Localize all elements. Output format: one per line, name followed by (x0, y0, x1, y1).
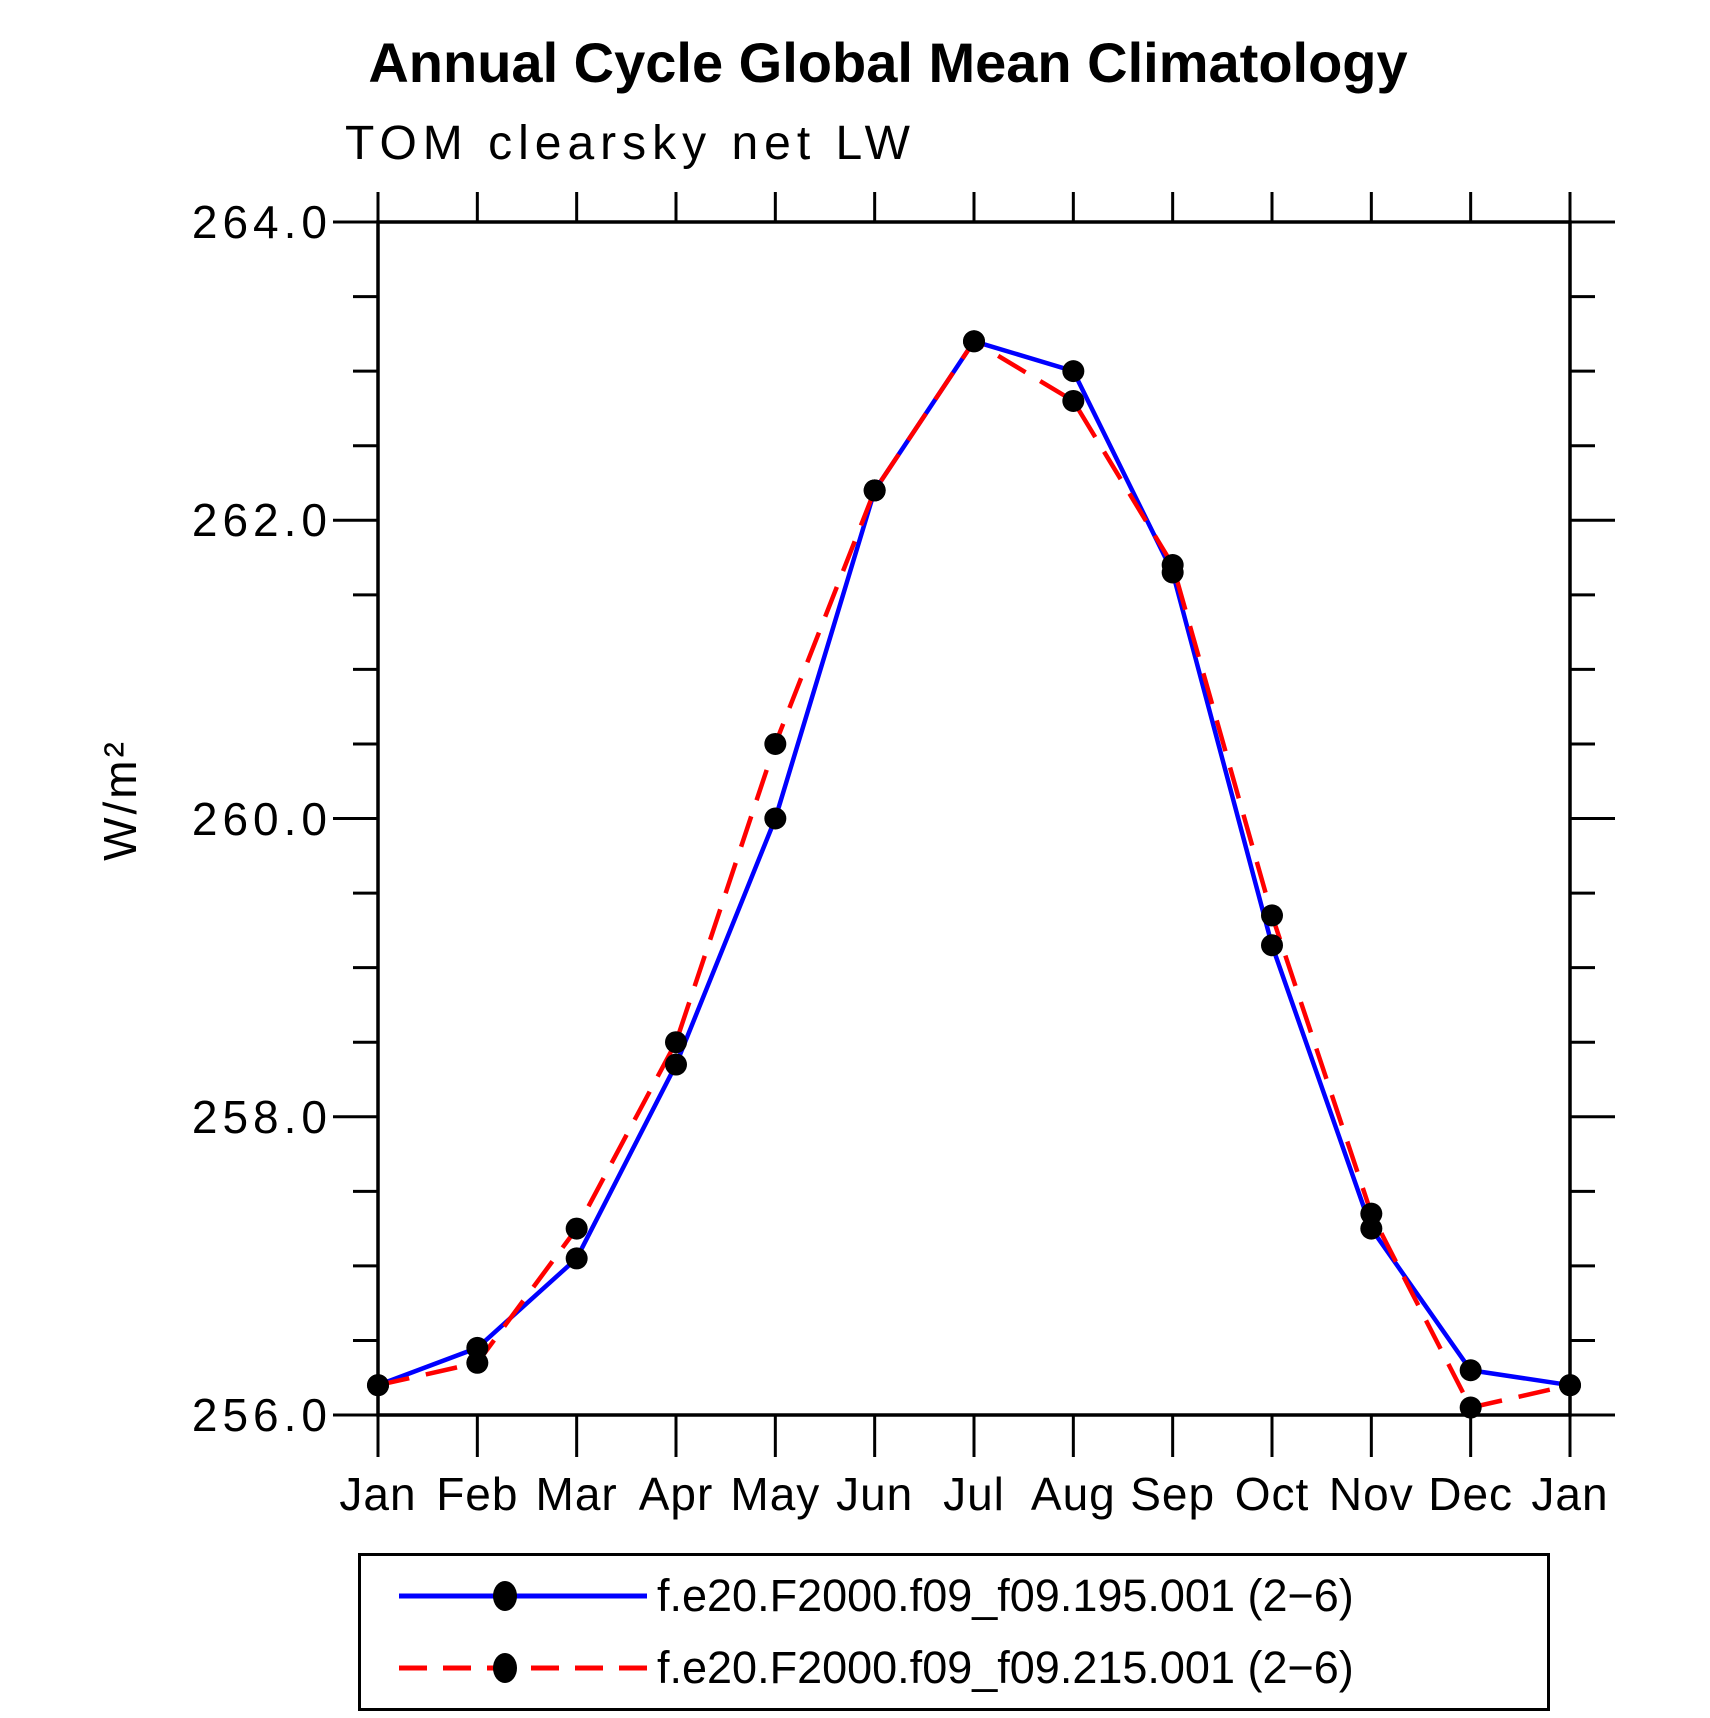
data-point-marker (1559, 1374, 1581, 1397)
y-tick-label: 256.0 (191, 1389, 332, 1441)
data-point-marker (565, 1247, 588, 1270)
data-point-marker (665, 1053, 687, 1076)
data-point-marker (1459, 1396, 1482, 1419)
legend-key-solid-blue-line-with-marker (399, 1581, 647, 1611)
legend-key-dashed-red-line-with-marker (399, 1653, 647, 1683)
legend-marker-dot (493, 1581, 517, 1611)
plot-frame (376, 220, 1572, 1417)
data-point-marker (1261, 904, 1283, 927)
y-tick-label: 262.0 (191, 494, 332, 547)
x-tick-label: Feb (436, 1468, 519, 1520)
legend-label-series-195: f.e20.F2000.f09_f09.195.001 (2−6) (657, 1570, 1354, 1621)
data-point-marker (367, 1374, 389, 1397)
y-tick-label: 264.0 (191, 196, 332, 248)
x-tick-label: Jun (836, 1468, 914, 1520)
data-point-marker (1360, 1202, 1383, 1225)
data-point-marker (466, 1351, 489, 1374)
data-point-marker (1062, 389, 1085, 412)
data-point-marker (665, 1031, 687, 1054)
data-point-marker (1161, 553, 1184, 576)
data-point-marker (764, 732, 787, 755)
legend-row-series-215: f.e20.F2000.f09_f09.215.001 (2−6) (361, 1639, 1547, 1697)
data-point-marker (863, 479, 886, 502)
x-tick-label: Oct (1234, 1468, 1310, 1520)
legend-label-series-215: f.e20.F2000.f09_f09.215.001 (2−6) (657, 1642, 1354, 1693)
legend-row-series-195: f.e20.F2000.f09_f09.195.001 (2−6) (361, 1567, 1547, 1625)
data-point-marker (1459, 1359, 1482, 1382)
x-tick-label: Jan (1531, 1468, 1609, 1520)
legend-marker-dot (493, 1653, 517, 1683)
x-tick-label: Dec (1428, 1468, 1514, 1520)
chart-subtitle: TOM clearsky net LW (345, 117, 916, 170)
x-tick-label: Apr (638, 1468, 714, 1520)
y-tick-label: 258.0 (191, 1090, 332, 1143)
data-point-marker (1062, 360, 1085, 383)
x-tick-label: Mar (535, 1468, 618, 1520)
x-tick-label: Aug (1030, 1468, 1116, 1520)
x-tick-label: Nov (1328, 1468, 1414, 1520)
y-tick-label: 260.0 (191, 792, 332, 845)
series-line-195 (377, 338, 1571, 1388)
x-tick-label: Sep (1130, 1468, 1216, 1520)
series-line-215 (377, 338, 1571, 1411)
x-tick-label: Jan (339, 1468, 417, 1520)
x-tick-label: Jul (943, 1468, 1005, 1520)
legend: f.e20.F2000.f09_f09.195.001 (2−6) f.e20.… (358, 1553, 1550, 1711)
data-point-marker (565, 1217, 588, 1240)
data-point-marker (1261, 934, 1283, 957)
data-point-marker (764, 807, 787, 830)
page-title: Annual Cycle Global Mean Climatology (368, 31, 1408, 94)
x-tick-label: May (730, 1468, 821, 1520)
data-point-marker (963, 330, 985, 353)
